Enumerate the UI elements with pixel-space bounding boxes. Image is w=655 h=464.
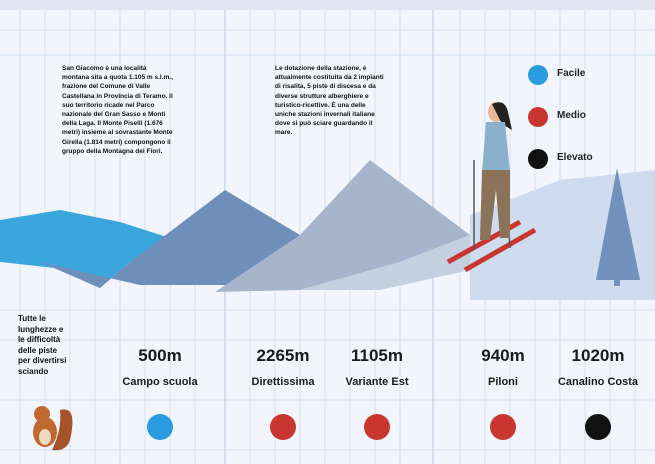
lake [0,210,170,288]
skier [446,102,537,273]
piste-length: 1020m [571,346,625,365]
piste-dot [490,414,516,440]
squirrel [33,406,73,451]
tree [596,168,640,280]
piste-dot [364,414,390,440]
mountain-1 [40,190,300,288]
note: Tutte le lunghezze e le difficoltà delle… [18,314,67,376]
intro-left: San Giacomo è una località montana sita … [62,65,173,155]
legend-dot [528,65,548,85]
piste-length: 1105m [351,346,403,365]
piste-length: 500m [138,346,182,365]
top-band [0,0,655,10]
legend-label: Medio [557,110,586,121]
piste-dot [585,414,611,440]
legend-dot [528,149,548,169]
legend-dot [528,107,548,127]
mountain-3 [300,235,470,290]
piste-name: Piloni [488,376,518,388]
tree-trunk [614,278,620,286]
intro-middle: Le dotazione della stazione, è attualmen… [275,65,384,137]
legend-label: Facile [557,68,586,79]
piste-length: 2265m [256,346,310,365]
piste-name: Variante Est [345,376,409,388]
mountain-2 [215,160,470,292]
piste-length: 940m [481,346,525,365]
piste-name: Direttissima [251,376,315,388]
legend-label: Elevato [557,152,593,163]
piste-name: Campo scuola [122,376,198,388]
piste-dot [270,414,296,440]
piste-dot [147,414,173,440]
piste-name: Canalino Costa [557,376,639,388]
